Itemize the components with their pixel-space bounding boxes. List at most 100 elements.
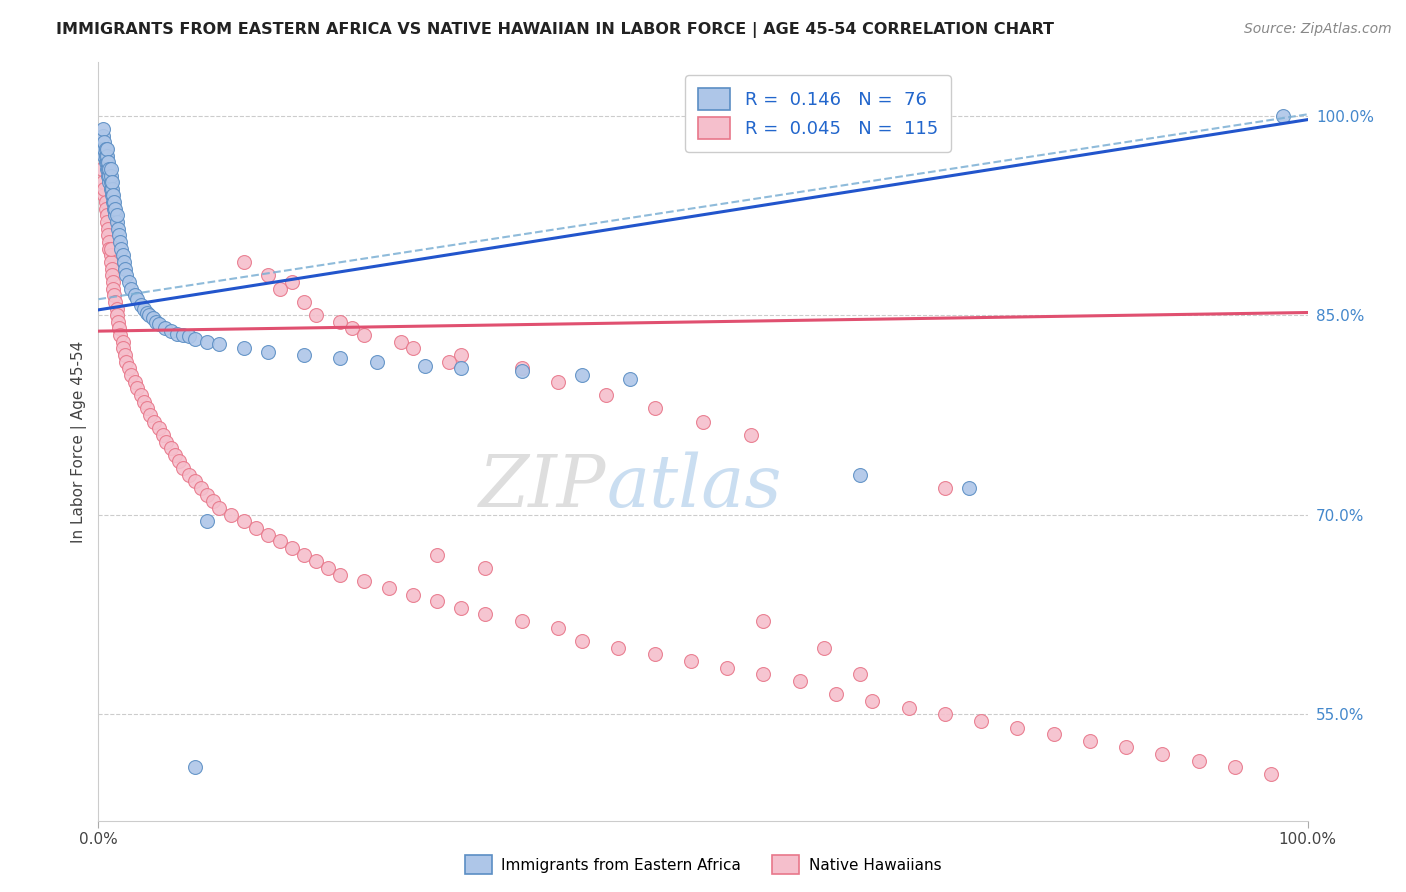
Point xyxy=(1042,727,1064,741)
Point xyxy=(148,318,170,332)
Point xyxy=(98,161,121,176)
Point xyxy=(108,228,131,243)
Point xyxy=(619,372,641,386)
Point xyxy=(366,355,388,369)
Text: ZIP: ZIP xyxy=(479,451,606,523)
Legend: Immigrants from Eastern Africa, Native Hawaiians: Immigrants from Eastern Africa, Native H… xyxy=(458,849,948,880)
Point xyxy=(101,275,124,289)
Point xyxy=(825,687,848,701)
Point xyxy=(426,548,449,562)
Point xyxy=(98,169,121,183)
Point xyxy=(184,760,207,774)
Point xyxy=(450,361,472,376)
Point xyxy=(107,315,129,329)
Point xyxy=(138,308,160,322)
Point xyxy=(100,248,122,262)
Point xyxy=(96,215,118,229)
Legend: R =  0.146   N =  76, R =  0.045   N =  115: R = 0.146 N = 76, R = 0.045 N = 115 xyxy=(685,75,950,152)
Point xyxy=(934,481,956,495)
Point xyxy=(607,640,630,655)
Point xyxy=(474,561,496,575)
Point xyxy=(1272,109,1295,123)
Point xyxy=(202,494,225,508)
Point xyxy=(172,328,194,343)
Point xyxy=(437,355,460,369)
Point xyxy=(108,235,131,249)
Point xyxy=(100,175,122,189)
Point xyxy=(97,169,120,183)
Point xyxy=(571,634,593,648)
Point xyxy=(124,288,146,302)
Point xyxy=(94,148,117,162)
Point xyxy=(329,567,352,582)
Point xyxy=(103,195,125,210)
Point xyxy=(849,467,872,482)
Point xyxy=(111,342,134,356)
Point xyxy=(232,255,254,269)
Point xyxy=(547,375,569,389)
Point xyxy=(100,182,122,196)
Point xyxy=(329,351,352,365)
Point xyxy=(100,242,122,256)
Point xyxy=(897,700,920,714)
Point xyxy=(305,554,328,568)
Point xyxy=(100,175,122,189)
Point xyxy=(292,294,315,309)
Point xyxy=(184,475,207,489)
Point xyxy=(547,621,569,635)
Point xyxy=(1223,760,1246,774)
Point xyxy=(256,268,278,283)
Point xyxy=(305,308,328,322)
Point xyxy=(789,673,811,688)
Point xyxy=(98,242,121,256)
Point xyxy=(195,514,218,528)
Point xyxy=(1078,734,1101,748)
Point xyxy=(91,122,114,136)
Y-axis label: In Labor Force | Age 45-54: In Labor Force | Age 45-54 xyxy=(72,341,87,542)
Point xyxy=(94,142,117,156)
Point xyxy=(112,255,135,269)
Point xyxy=(1188,754,1211,768)
Point xyxy=(129,388,152,402)
Text: Source: ZipAtlas.com: Source: ZipAtlas.com xyxy=(1244,22,1392,37)
Point xyxy=(93,182,115,196)
Point xyxy=(110,242,132,256)
Point xyxy=(474,607,496,622)
Point xyxy=(91,142,114,156)
Point xyxy=(190,481,212,495)
Point xyxy=(114,348,136,362)
Point xyxy=(245,521,267,535)
Point xyxy=(139,408,162,422)
Point xyxy=(100,169,122,183)
Point xyxy=(281,541,304,555)
Point xyxy=(195,334,218,349)
Point xyxy=(97,228,120,243)
Point xyxy=(104,294,127,309)
Point xyxy=(692,415,714,429)
Point xyxy=(93,188,115,202)
Point xyxy=(208,337,231,351)
Point xyxy=(98,175,121,189)
Point xyxy=(353,574,375,589)
Point xyxy=(679,654,702,668)
Point xyxy=(101,188,124,202)
Point xyxy=(127,381,149,395)
Point xyxy=(179,329,201,343)
Point xyxy=(127,292,149,306)
Point xyxy=(111,248,134,262)
Point xyxy=(353,328,375,343)
Point xyxy=(426,594,449,608)
Point xyxy=(96,208,118,222)
Point xyxy=(256,345,278,359)
Point xyxy=(644,401,666,416)
Point xyxy=(100,188,122,202)
Point xyxy=(94,155,117,169)
Point xyxy=(160,324,183,338)
Point xyxy=(104,208,127,222)
Point xyxy=(389,334,412,349)
Point xyxy=(93,135,115,149)
Point xyxy=(329,315,352,329)
Point xyxy=(195,488,218,502)
Point xyxy=(163,448,186,462)
Point xyxy=(160,441,183,455)
